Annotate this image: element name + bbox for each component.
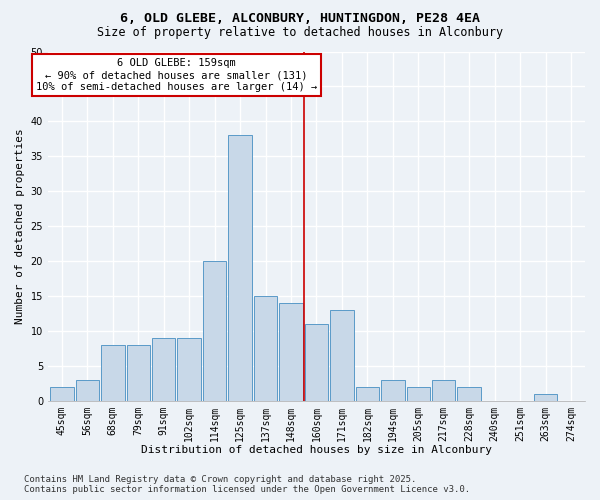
Bar [457,387,481,400]
Bar [152,338,175,400]
Bar [330,310,353,400]
Bar [305,324,328,400]
Text: 6 OLD GLEBE: 159sqm
← 90% of detached houses are smaller (131)
10% of semi-detac: 6 OLD GLEBE: 159sqm ← 90% of detached ho… [36,58,317,92]
Bar [229,136,252,400]
Bar [407,387,430,400]
Bar [127,345,150,401]
Bar [279,303,303,400]
Bar [50,387,74,400]
Bar [203,261,226,400]
Bar [76,380,99,400]
Y-axis label: Number of detached properties: Number of detached properties [15,128,25,324]
X-axis label: Distribution of detached houses by size in Alconbury: Distribution of detached houses by size … [141,445,492,455]
Text: 6, OLD GLEBE, ALCONBURY, HUNTINGDON, PE28 4EA: 6, OLD GLEBE, ALCONBURY, HUNTINGDON, PE2… [120,12,480,26]
Bar [381,380,404,400]
Bar [178,338,201,400]
Bar [534,394,557,400]
Bar [101,345,125,401]
Bar [254,296,277,401]
Text: Size of property relative to detached houses in Alconbury: Size of property relative to detached ho… [97,26,503,39]
Text: Contains HM Land Registry data © Crown copyright and database right 2025.
Contai: Contains HM Land Registry data © Crown c… [24,474,470,494]
Bar [356,387,379,400]
Bar [432,380,455,400]
